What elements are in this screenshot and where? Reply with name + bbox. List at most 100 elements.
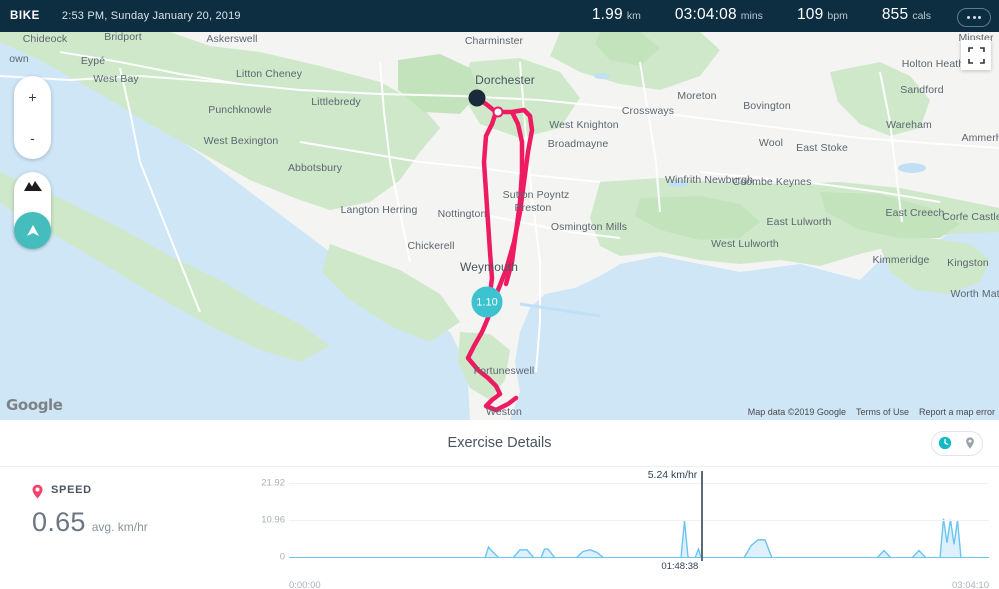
app-header: BIKE 2:53 PM, Sunday January 20, 2019 1.… (0, 0, 999, 32)
axis-baseline (289, 557, 989, 558)
stat-distance-unit: km (626, 9, 641, 22)
map-place-label: Bovington (743, 100, 791, 112)
xtick-end: 03:04:10 (952, 580, 989, 589)
cursor-time-label: 01:48:38 (661, 561, 699, 572)
view-toggle[interactable] (931, 430, 983, 456)
fullscreen-icon[interactable] (961, 40, 991, 70)
stat-heart-rate: 109 bpm (797, 6, 848, 24)
map-place-label: Preston (514, 202, 552, 214)
metric-average: 0.65 avg. km/hr (32, 507, 148, 538)
map-place-label: Kingston (947, 257, 989, 269)
map-attribution: Map data ©2019 Google Terms of Use Repor… (748, 407, 995, 417)
map-place-label: Fortuneswell (473, 365, 535, 377)
xtick-start: 0:00:00 (289, 580, 321, 589)
map-place-label: East Lulworth (766, 216, 832, 228)
map-place-label: Moreton (677, 90, 717, 102)
distance-marker-badge[interactable]: 1.10 (471, 286, 503, 318)
stat-duration-value: 03:04:08 (674, 5, 737, 23)
metric-average-value: 0.65 (32, 507, 86, 537)
map-place-label: Winfrith Newburgh (664, 174, 754, 186)
map-place-label: own (9, 53, 29, 65)
map-place-label: Coombe Keynes (732, 176, 812, 188)
speed-plot[interactable]: 21.92 10.96 0 5.24 km/hr 01:48:38 0:00:0… (261, 469, 989, 589)
zoom-out-button[interactable]: - (30, 130, 35, 147)
route-end-marker (492, 106, 504, 118)
gridline-top (289, 483, 989, 484)
map-terrain (0, 32, 999, 420)
map-place-label: Chickerell (407, 240, 455, 252)
map-pin-icon (32, 484, 43, 499)
metric-average-unit: avg. km/hr (91, 520, 148, 534)
map-place-label: Weymouth (460, 260, 518, 274)
map-place-label: Worth Matravers (950, 288, 999, 300)
map-place-label: Kimmeridge (872, 254, 930, 266)
map-place-label: Ammerham (961, 132, 999, 144)
map-pin-icon[interactable] (963, 436, 977, 450)
map-place-label: Langton Herring (340, 204, 418, 216)
header-stats: 1.99 km 03:04:08 mins 109 bpm 855 cals (558, 6, 991, 27)
map-place-label: Osmington Mills (550, 221, 628, 233)
route-start-marker (468, 89, 486, 107)
report-map-error-link[interactable]: Report a map error (918, 407, 995, 417)
stat-distance-value: 1.99 (591, 5, 623, 23)
terms-of-use-link[interactable]: Terms of Use (855, 407, 909, 417)
map-place-label: Litton Cheney (235, 68, 303, 80)
map-place-label: Corfe Castle (942, 211, 999, 223)
map-place-label: West Bexington (203, 135, 279, 147)
cursor-value-label: 5.24 km/hr (647, 469, 698, 481)
map-place-label: West Bay (93, 73, 139, 85)
map-place-label: Charminster (464, 35, 524, 47)
map-place-label: East Stoke (796, 142, 848, 154)
route-polyline (465, 95, 535, 413)
map-place-label: Wareham (886, 119, 932, 131)
map-place-label: Sutton Poyntz (502, 189, 570, 201)
ytick-1: 10.96 (261, 514, 285, 526)
stat-duration: 03:04:08 mins (675, 6, 763, 24)
stat-calories-value: 855 (881, 5, 909, 23)
map-data-text: Map data ©2019 Google (747, 407, 846, 417)
map-place-label: Holton Heath (901, 58, 965, 70)
metric-title: SPEED (51, 484, 92, 496)
gridline-mid (289, 520, 989, 521)
map-place-label: Wool (758, 137, 784, 149)
expand-corners-icon (967, 46, 985, 64)
ellipsis-icon[interactable] (957, 7, 991, 27)
map-place-label: West Lulworth (711, 238, 779, 250)
map-place-label: Nottington (437, 208, 487, 220)
exercise-details-title: Exercise Details (447, 435, 552, 451)
map-place-label: Punchknowle (208, 104, 272, 116)
map-place-label: Dorchester (475, 73, 535, 87)
map-place-label: Askerswell (206, 33, 258, 45)
chart-cursor[interactable] (701, 471, 703, 561)
zoom-in-button[interactable]: + (28, 88, 37, 105)
mountain-icon (23, 181, 42, 191)
map-place-label: Eypé (80, 55, 106, 67)
stat-duration-unit: mins (740, 9, 763, 22)
map-place-label: Chideock (22, 33, 68, 45)
stat-calories-unit: cals (912, 9, 931, 22)
stat-calories: 855 cals (882, 6, 931, 24)
map-place-label: Abbotsbury (287, 162, 343, 174)
stat-heart-rate-unit: bpm (827, 9, 848, 22)
clock-icon[interactable] (938, 436, 952, 450)
ytick-0: 0 (279, 551, 285, 563)
map-zoom-control[interactable]: + - (14, 76, 51, 159)
map-place-label: Sandford (900, 84, 944, 96)
route-map[interactable]: Chideock own Bridport Eypé Askerswell West Ba… (0, 32, 999, 420)
map-place-label: Littlebredy (311, 96, 361, 108)
navigate-icon[interactable] (14, 212, 51, 249)
activity-type-label: BIKE (10, 10, 40, 22)
ytick-2: 21.92 (261, 477, 285, 489)
map-place-label: Weston (485, 406, 523, 418)
google-logo: Google (6, 396, 63, 414)
exercise-details-bar: Exercise Details (0, 420, 999, 467)
speed-chart-section: SPEED 0.65 avg. km/hr 21.92 10.96 0 5.24… (0, 467, 999, 589)
map-place-label: Bridport (104, 32, 142, 43)
activity-datetime-label: 2:53 PM, Sunday January 20, 2019 (61, 10, 241, 22)
map-place-label: West Knighton (549, 119, 619, 131)
map-place-label: Crossways (621, 105, 675, 117)
navigate-arrow-icon (26, 224, 39, 236)
map-place-label: Broadmayne (547, 138, 609, 150)
stat-heart-rate-value: 109 (796, 5, 824, 23)
